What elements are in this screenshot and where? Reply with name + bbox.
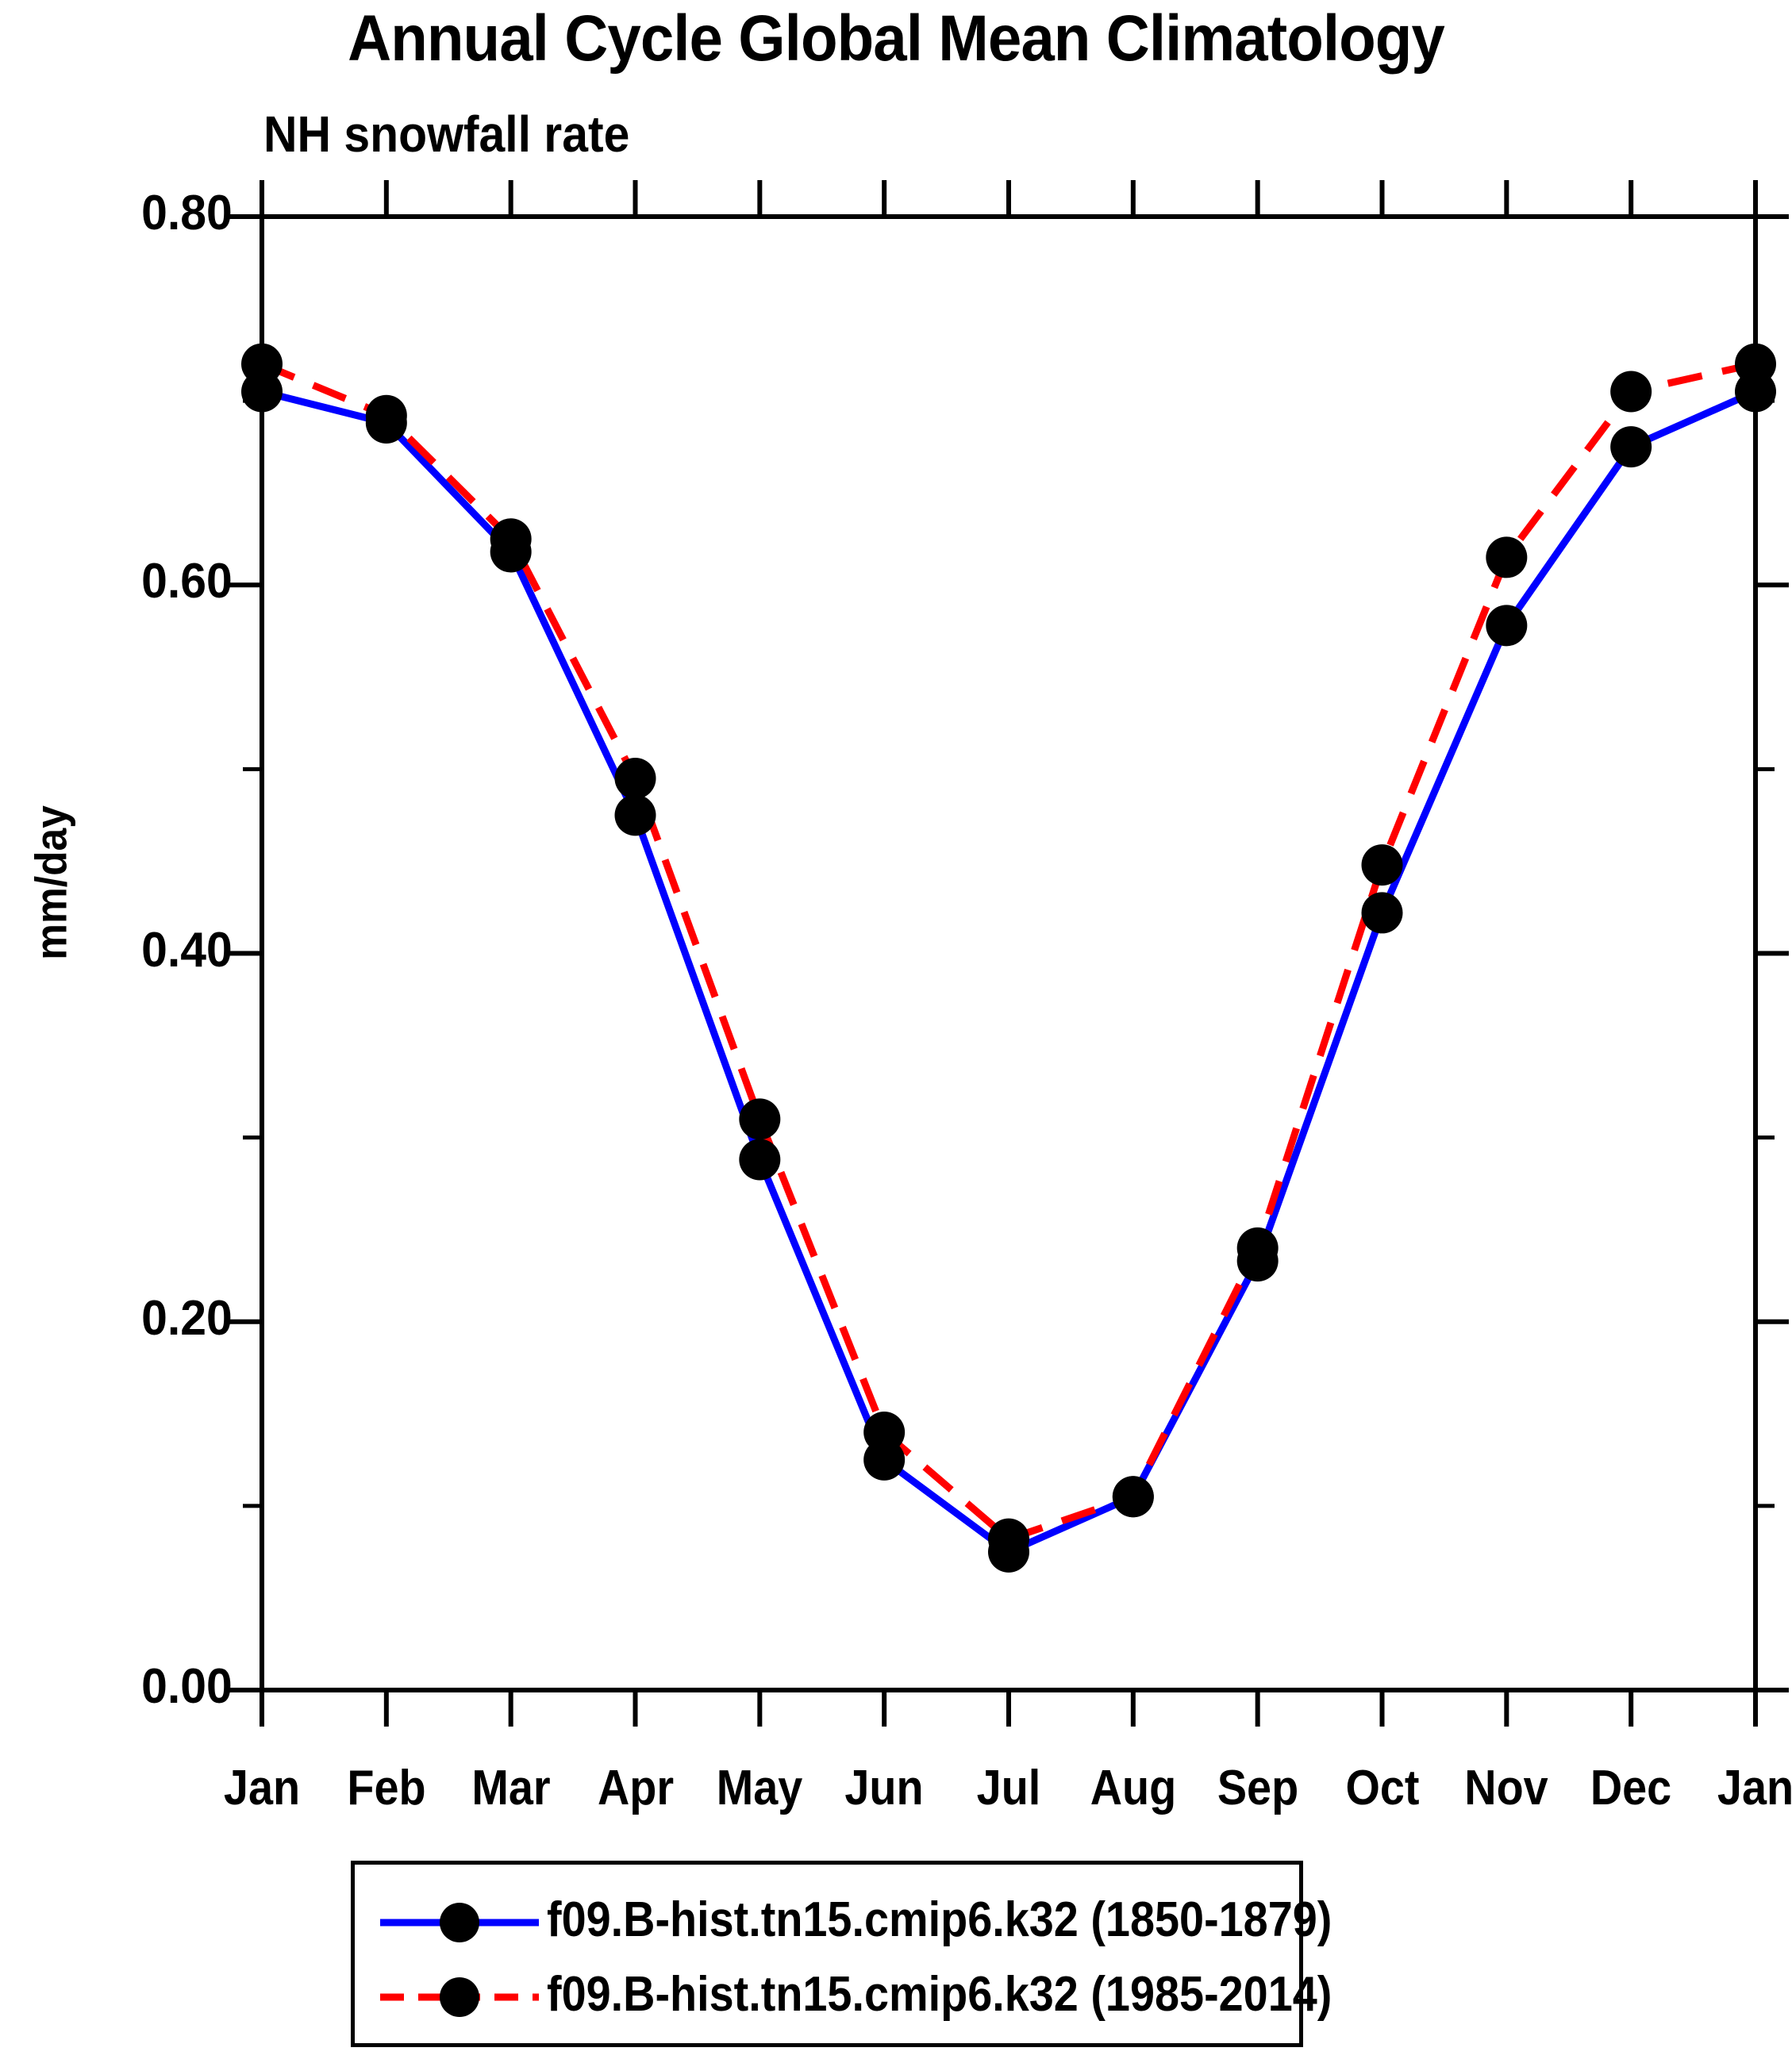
x-tick-label: Aug — [1090, 1761, 1177, 1815]
x-tick-label: Mar — [471, 1761, 551, 1815]
x-tick-label: Feb — [347, 1761, 426, 1815]
legend: f09.B-hist.tn15.cmip6.k32 (1850-1879) f0… — [351, 1861, 1332, 2047]
x-tick-label: Nov — [1464, 1761, 1549, 1815]
data-point-marker — [1610, 371, 1652, 413]
x-tick-label: Sep — [1217, 1761, 1298, 1815]
legend-entry[interactable]: f09.B-hist.tn15.cmip6.k32 (1985-2014) — [355, 1961, 1332, 2033]
data-point-marker — [614, 757, 656, 799]
chart-title: Annual Cycle Global Mean Climatology — [348, 2, 1445, 75]
x-tick-label: Dec — [1590, 1761, 1672, 1815]
data-point-marker — [614, 794, 656, 836]
x-tick-label: Jan — [1717, 1761, 1792, 1815]
y-tick-label: 0.00 — [141, 1659, 233, 1714]
legend-line-sample-1 — [380, 1977, 539, 2017]
chart-subtitle: NH snowfall rate — [263, 106, 630, 163]
series-line-0 — [260, 388, 1757, 1556]
data-point-marker — [1486, 536, 1528, 578]
x-tick-label: Jul — [976, 1761, 1041, 1815]
data-point-marker — [739, 1098, 781, 1140]
data-point-marker — [1610, 426, 1652, 468]
series-line-1 — [260, 360, 1756, 1543]
data-point-marker — [1112, 1476, 1154, 1518]
y-tick-label: 0.80 — [141, 186, 233, 240]
x-tick-label: May — [717, 1761, 803, 1815]
data-point-marker — [1361, 844, 1403, 886]
data-point-marker — [988, 1518, 1029, 1560]
data-point-marker — [1236, 1227, 1279, 1269]
y-tick-label: 0.20 — [141, 1290, 233, 1346]
legend-entry[interactable]: f09.B-hist.tn15.cmip6.k32 (1850-1879) — [355, 1887, 1332, 1958]
x-tick-label: Jan — [223, 1761, 301, 1815]
data-point-marker — [1361, 892, 1403, 934]
y-tick-label: 0.40 — [141, 922, 233, 978]
data-point-marker — [241, 343, 283, 385]
data-point-marker — [490, 518, 532, 560]
legend-line-sample-0 — [380, 1903, 539, 1942]
data-point-marker — [365, 394, 407, 436]
legend-label-1: f09.B-hist.tn15.cmip6.k32 (1985-2014) — [547, 1967, 1332, 2022]
x-tick-label: Oct — [1344, 1761, 1420, 1815]
data-point-marker — [1486, 605, 1528, 647]
data-point-marker — [739, 1139, 781, 1181]
data-point-marker — [863, 1412, 906, 1454]
x-tick-label: Apr — [597, 1761, 674, 1815]
legend-label-0: f09.B-hist.tn15.cmip6.k32 (1850-1879) — [547, 1892, 1332, 1947]
x-tick-label: Jun — [844, 1761, 924, 1815]
data-point-marker — [1735, 343, 1776, 385]
y-tick-label: 0.60 — [141, 554, 233, 609]
